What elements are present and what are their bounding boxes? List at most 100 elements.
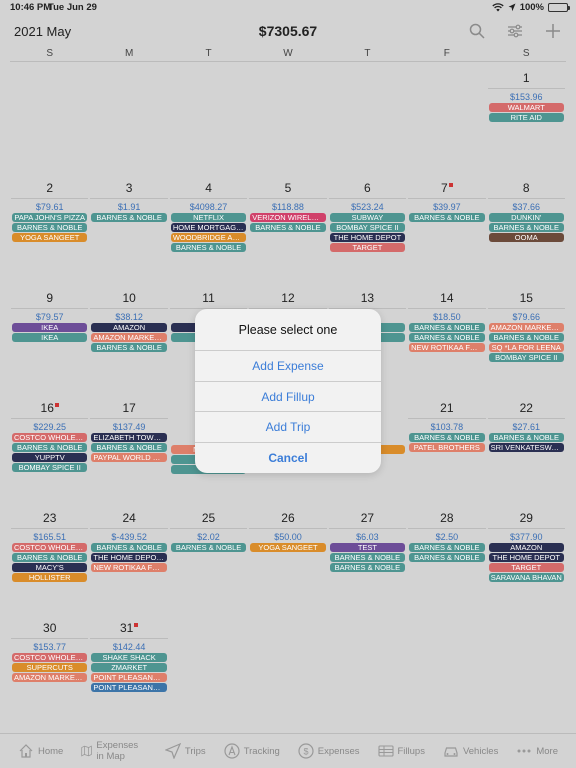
calendar-day-cell[interactable]: 7 $39.97 BARNES & NOBLE bbox=[407, 180, 486, 290]
expense-tag[interactable]: POINT PLEASANT B... bbox=[91, 683, 167, 692]
expense-tag[interactable]: BOMBAY SPICE II bbox=[488, 353, 564, 362]
expense-tag[interactable]: BOMBAY SPICE II bbox=[12, 463, 88, 472]
expense-tag[interactable]: BARNES & NOBLE bbox=[409, 323, 485, 332]
calendar-day-cell[interactable]: 2 $79.61 PAPA JOHN'S PIZZA BARNES & NOBLE YO… bbox=[10, 180, 89, 290]
expense-tag[interactable]: SHAKE SHACK bbox=[91, 653, 167, 662]
tab-more[interactable]: More bbox=[516, 743, 558, 759]
expense-tag[interactable]: BARNES & NOBLE bbox=[488, 223, 564, 232]
expense-tag[interactable]: BOMBAY SPICE II bbox=[329, 223, 406, 232]
expense-tag[interactable]: COSTCO WHOLESALE bbox=[12, 433, 88, 442]
expense-tag[interactable]: AMAZON MARKETP... bbox=[12, 673, 88, 682]
tab-tracking[interactable]: Tracking bbox=[224, 743, 280, 759]
calendar-day-cell[interactable]: 17 $137.49 ELIZABETH TOWN G... BARNES & NOB… bbox=[89, 400, 168, 510]
calendar-day-cell[interactable]: 21 $103.78 BARNES & NOBLE PATEL BROTHERS bbox=[407, 400, 486, 510]
expense-tag[interactable]: ELIZABETH TOWN G... bbox=[91, 433, 167, 442]
expense-tag[interactable]: BARNES & NOBLE bbox=[488, 433, 564, 442]
tab-vehicles[interactable]: Vehicles bbox=[443, 743, 498, 759]
filter-icon[interactable] bbox=[506, 22, 524, 40]
calendar-day-cell[interactable]: 8 $37.66 DUNKIN' BARNES & NOBLE OOMA bbox=[487, 180, 566, 290]
expense-tag[interactable]: BARNES & NOBLE bbox=[250, 223, 326, 232]
expense-tag[interactable]: THE HOME DEPOT bbox=[488, 553, 564, 562]
calendar-day-cell[interactable]: 5 $118.88 VERIZON WIRELESS BARNES & NOBLE bbox=[248, 180, 327, 290]
expense-tag[interactable]: WALMART bbox=[488, 103, 564, 112]
expense-tag[interactable]: COSTCO WHOLESALE bbox=[12, 653, 88, 662]
expense-tag[interactable]: HOLLISTER bbox=[12, 573, 88, 582]
tab-home[interactable]: Home bbox=[18, 743, 63, 759]
calendar-day-cell[interactable]: 22 $27.61 BARNES & NOBLE SRI VENKATESWAR... bbox=[487, 400, 566, 510]
expense-tag[interactable]: TARGET bbox=[488, 563, 564, 572]
expense-tag[interactable]: SUPERCUTS bbox=[12, 663, 88, 672]
expense-tag[interactable]: BARNES & NOBLE bbox=[12, 553, 88, 562]
expense-tag[interactable]: NEW ROTIKAA FOODS bbox=[91, 563, 167, 572]
expense-tag[interactable]: PAYPAL WORLD FO... bbox=[91, 453, 167, 462]
expense-tag[interactable]: PATEL BROTHERS bbox=[409, 443, 485, 452]
add-fillup-button[interactable]: Add Fillup bbox=[195, 382, 381, 412]
calendar-day-cell[interactable]: 28 $2.50 BARNES & NOBLE BARNES & NOBLE bbox=[407, 510, 486, 620]
expense-tag[interactable]: YOGA SANGEET bbox=[250, 543, 326, 552]
expense-tag[interactable]: BARNES & NOBLE bbox=[329, 553, 406, 562]
add-icon[interactable] bbox=[544, 22, 562, 40]
calendar-day-cell[interactable]: 24 $-439.52 BARNES & NOBLE THE HOME DEPOT R… bbox=[89, 510, 168, 620]
calendar-day-cell[interactable]: 16 $229.25 COSTCO WHOLESALE BARNES & NOBLE Y… bbox=[10, 400, 89, 510]
calendar-day-cell[interactable]: 23 $165.51 COSTCO WHOLESALE BARNES & NOBLE M… bbox=[10, 510, 89, 620]
expense-tag[interactable]: BARNES & NOBLE bbox=[409, 433, 485, 442]
expense-tag[interactable]: BARNES & NOBLE bbox=[170, 543, 247, 552]
expense-tag[interactable]: POINT PLEASANT B... bbox=[91, 673, 167, 682]
add-expense-button[interactable]: Add Expense bbox=[195, 351, 381, 382]
expense-tag[interactable]: BARNES & NOBLE bbox=[91, 343, 167, 352]
expense-tag[interactable]: BARNES & NOBLE bbox=[409, 543, 485, 552]
expense-tag[interactable]: SUBWAY bbox=[329, 213, 406, 222]
calendar-day-cell[interactable]: 6 $523.24 SUBWAY BOMBAY SPICE II THE HOME DE… bbox=[328, 180, 407, 290]
expense-tag[interactable]: AMAZON bbox=[91, 323, 167, 332]
expense-tag[interactable]: DUNKIN' bbox=[488, 213, 564, 222]
expense-tag[interactable]: SRI VENKATESWAR... bbox=[488, 443, 564, 452]
calendar-day-cell[interactable]: 29 $377.90 AMAZON THE HOME DEPOT TARGET SARAV… bbox=[487, 510, 566, 620]
expense-tag[interactable]: SQ *LA FOR LEENA bbox=[488, 343, 564, 352]
expense-tag[interactable]: AMAZON MARKETP... bbox=[488, 323, 564, 332]
expense-tag[interactable]: NETFLIX bbox=[170, 213, 247, 222]
expense-tag[interactable]: BARNES & NOBLE bbox=[329, 563, 406, 572]
expense-tag[interactable]: AMAZON MARKETP... bbox=[91, 333, 167, 342]
calendar-day-cell[interactable]: 9 $79.57 IKEA IKEA bbox=[10, 290, 89, 400]
search-icon[interactable] bbox=[468, 22, 486, 40]
expense-tag[interactable]: BARNES & NOBLE bbox=[409, 333, 485, 342]
calendar-day-cell[interactable]: 1 $153.96 WALMART RITE AID bbox=[487, 70, 566, 180]
expense-tag[interactable]: BARNES & NOBLE bbox=[12, 223, 88, 232]
expense-tag[interactable]: IKEA bbox=[12, 333, 88, 342]
calendar-day-cell[interactable]: 14 $18.50 BARNES & NOBLE BARNES & NOBLE NEW … bbox=[407, 290, 486, 400]
cancel-button[interactable]: Cancel bbox=[268, 450, 308, 465]
calendar-day-cell[interactable]: 25 $2.02 BARNES & NOBLE bbox=[169, 510, 248, 620]
expense-tag[interactable]: NEW ROTIKAA FOODS bbox=[409, 343, 485, 352]
expense-tag[interactable]: YOGA SANGEET bbox=[12, 233, 88, 242]
expense-tag[interactable]: BARNES & NOBLE bbox=[12, 443, 88, 452]
calendar-day-cell[interactable]: 30 $153.77 COSTCO WHOLESALE SUPERCUTS AMAZON… bbox=[10, 620, 89, 730]
calendar-day-cell[interactable]: 4 $4098.27 NETFLIX HOME MORTGAGE P... WOODBR… bbox=[169, 180, 248, 290]
expense-tag[interactable]: COSTCO WHOLESALE bbox=[12, 543, 88, 552]
calendar-day-cell[interactable]: 26 $50.00 YOGA SANGEET bbox=[248, 510, 327, 620]
calendar-day-cell[interactable]: 27 $6.03 TEST BARNES & NOBLE BARNES & NOBLE bbox=[328, 510, 407, 620]
expense-tag[interactable]: TEST bbox=[329, 543, 406, 552]
tab-trips[interactable]: Trips bbox=[164, 743, 206, 759]
tab-expenses-in-map[interactable]: Expenses in Map bbox=[81, 740, 147, 762]
expense-tag[interactable]: THE HOME DEPOT bbox=[329, 233, 406, 242]
expense-tag[interactable]: TARGET bbox=[329, 243, 406, 252]
expense-tag[interactable]: HOME MORTGAGE P... bbox=[170, 223, 247, 232]
expense-tag[interactable]: BARNES & NOBLE bbox=[91, 543, 167, 552]
expense-tag[interactable]: BARNES & NOBLE bbox=[409, 213, 485, 222]
expense-tag[interactable]: RITE AID bbox=[488, 113, 564, 122]
expense-tag[interactable]: BARNES & NOBLE bbox=[91, 213, 167, 222]
expense-tag[interactable]: WOODBRIDGE ACA... bbox=[170, 233, 247, 242]
expense-tag[interactable]: BARNES & NOBLE bbox=[170, 243, 247, 252]
expense-tag[interactable]: VERIZON WIRELESS bbox=[250, 213, 326, 222]
calendar-day-cell[interactable]: 3 $1.91 BARNES & NOBLE bbox=[89, 180, 168, 290]
calendar-day-cell[interactable]: 31 $142.44 SHAKE SHACK ZMARKET POINT PLEASAN… bbox=[89, 620, 168, 730]
expense-tag[interactable]: BARNES & NOBLE bbox=[91, 443, 167, 452]
tab-expenses[interactable]: $ Expenses bbox=[298, 743, 360, 759]
expense-tag[interactable]: OOMA bbox=[488, 233, 564, 242]
add-trip-button[interactable]: Add Trip bbox=[195, 412, 381, 443]
expense-tag[interactable]: MACY'S bbox=[12, 563, 88, 572]
expense-tag[interactable]: BARNES & NOBLE bbox=[488, 333, 564, 342]
expense-tag[interactable]: THE HOME DEPOT R... bbox=[91, 553, 167, 562]
expense-tag[interactable]: SARAVANA BHAVAN bbox=[488, 573, 564, 582]
expense-tag[interactable]: IKEA bbox=[12, 323, 88, 332]
